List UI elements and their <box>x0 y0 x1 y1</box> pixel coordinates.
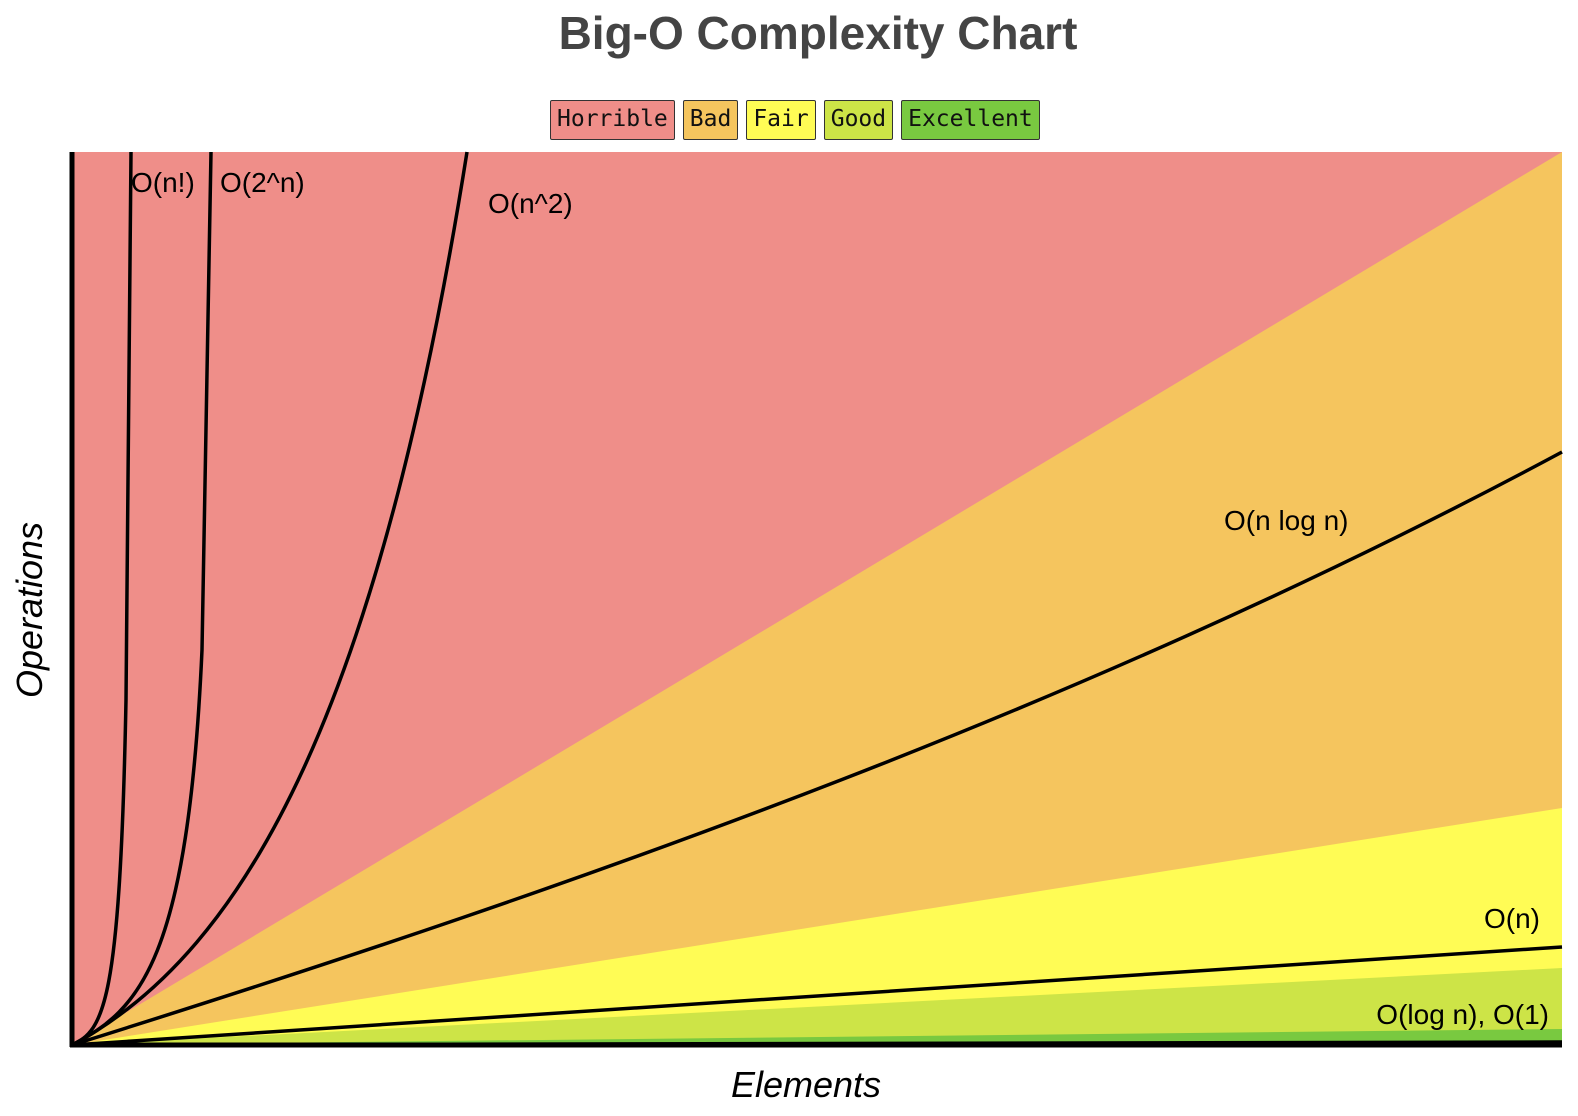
y-axis-title: Operations <box>9 522 50 698</box>
axes-layer <box>69 152 1562 1048</box>
zone-good <box>72 968 1562 1045</box>
series-label-o-2-n: O(2^n) <box>220 167 305 198</box>
labels-layer: O(n!) O(2^n) O(n^2) O(n log n) O(n) O(log n),… <box>131 167 1549 1030</box>
series-label-o-n-log-n: O(n log n) <box>1224 505 1349 536</box>
series-label-o-n: O(n) <box>1484 903 1540 934</box>
legend-item-horrible: Horrible <box>550 100 675 140</box>
series-line-o-n <box>71 945 1563 1047</box>
series-label-o-log-n-o-1: O(log n), O(1) <box>1376 999 1549 1030</box>
legend-item-good: Good <box>823 100 894 140</box>
legend: Horrible Bad Fair Good Excellent <box>550 100 1040 140</box>
zones-layer <box>72 152 1562 1045</box>
legend-item-excellent: Excellent <box>901 100 1040 140</box>
zone-bad <box>72 152 1562 1045</box>
x-axis-title: Elements <box>731 1064 881 1105</box>
series-label-o-n: O(n!) <box>131 167 195 198</box>
legend-item-bad: Bad <box>682 100 739 140</box>
zone-fair <box>72 808 1562 1045</box>
series-line-o-n-2 <box>71 151 469 1047</box>
series-label-o-n-2: O(n^2) <box>488 188 573 219</box>
series-line-o-n-log-n <box>71 450 1563 1047</box>
legend-item-fair: Fair <box>746 100 816 140</box>
chart-title: Big-O Complexity Chart <box>558 7 1078 59</box>
